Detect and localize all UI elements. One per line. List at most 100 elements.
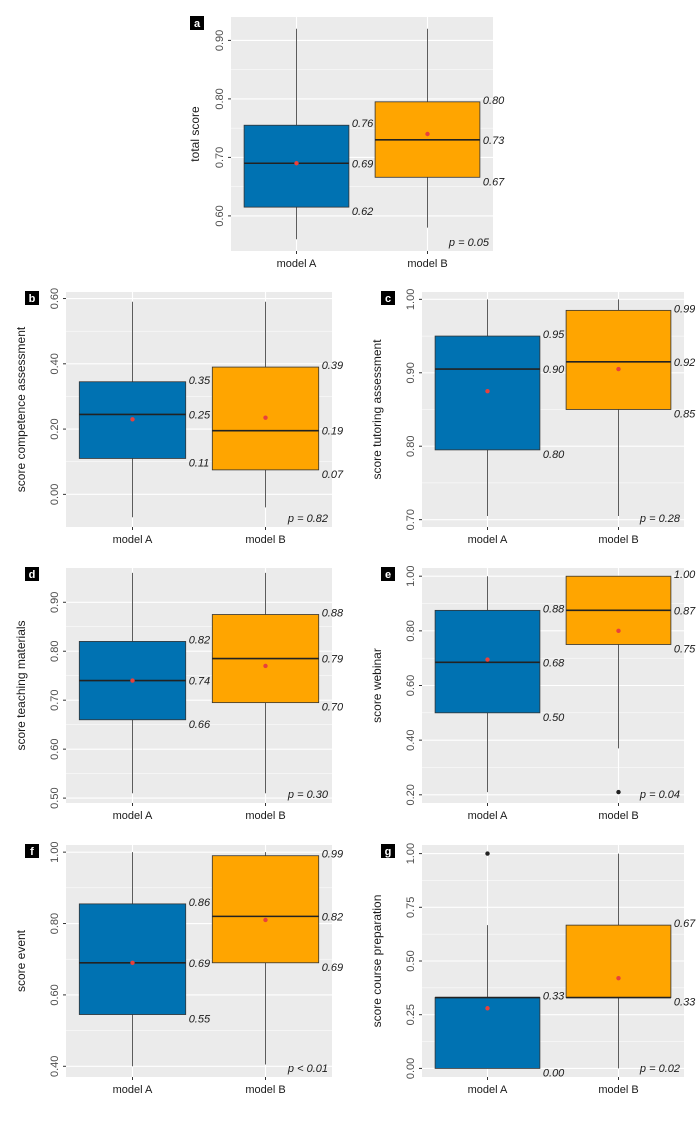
panel-label: c [385,293,391,305]
y-tick-label: 0.80 [405,436,417,457]
box-model-a: 0.33 0.00 [434,851,565,1079]
panel-label-badge [190,16,204,30]
q1-value-label: 0.80 [543,449,565,461]
q1-value-label: 0.62 [352,206,373,218]
y-tick-label: 0.90 [405,362,417,383]
q3-value-label: 0.86 [189,897,211,909]
iqr-box [565,924,672,998]
box-model-b: 1.00 0.87 0.75 [565,569,696,795]
mean-point [263,917,268,923]
mean-point [263,415,268,420]
panel-label: d [29,569,36,581]
p-value-annotation: p = 0.30 [287,789,329,801]
median-value-label: 0.68 [543,657,565,669]
q1-value-label: 0.85 [674,409,696,421]
y-axis-label: score tutoring assessment [370,339,384,480]
y-tick-label: 0.80 [405,620,417,641]
box-model-b: 0.99 0.92 0.85 [565,299,696,516]
q1-value-label: 0.69 [322,962,343,974]
panel-e: 0.20 0.40 0.60 0.80 1.00 score webinar 0.88 0.6… [370,565,696,822]
box-model-a: 0.82 0.74 0.66 [78,572,211,794]
panel-label: g [385,846,392,858]
p-value-annotation: p = 0.04 [639,789,680,801]
x-tick-label: model B [407,258,447,270]
q3-value-label: 0.95 [543,329,565,341]
panel-label: e [385,569,391,581]
y-tick-label: 0.25 [405,1004,417,1025]
x-tick-label: model B [598,810,638,822]
y-tick-label: 0.00 [49,484,61,505]
median-value-label: 0.90 [543,364,565,376]
panel-a: 0.60 0.70 0.80 0.90 total score 0.76 0.69 0.62 m… [188,16,505,270]
mean-point [485,657,490,662]
x-tick-label: model A [113,810,153,822]
median-value-label: 0.69 [189,958,210,970]
panel-label: f [30,846,34,858]
x-tick-label: model A [468,810,508,822]
y-tick-label: 0.90 [214,30,226,51]
x-tick-label: model B [245,810,285,822]
q3-value-label: 0.35 [189,375,211,387]
box-model-b: 0.99 0.82 0.69 [211,849,343,1065]
y-tick-label: 0.60 [214,205,226,226]
panel-label-badge [381,567,395,581]
q1-value-label: 0.33 [674,997,696,1009]
x-tick-label: model A [468,1084,508,1096]
x-tick-label: model A [113,1084,153,1096]
x-tick-label: model B [598,534,638,546]
q3-value-label: 0.99 [674,303,695,315]
q1-value-label: 0.07 [322,469,344,481]
mean-point [616,975,621,981]
y-tick-label: 0.70 [405,509,417,530]
panel-c: 0.70 0.80 0.90 1.00 score tutoring assessmen… [370,289,696,546]
median-value-label: 0.19 [322,426,343,438]
y-tick-label: 0.40 [405,729,417,750]
mean-point [263,663,268,669]
y-tick-label: 1.00 [405,565,417,586]
y-axis-label: score teaching materials [14,620,28,750]
y-tick-label: 0.50 [49,787,61,808]
y-axis-label: score event [14,929,28,992]
q3-value-label: 0.39 [322,360,343,372]
panel-f: 0.40 0.60 0.80 1.00 score event 0.86 0.69 0.55 m… [14,841,343,1096]
box-model-b: 0.88 0.79 0.70 [211,572,344,794]
x-tick-label: model A [468,534,508,546]
y-axis-label: score webinar [370,648,384,723]
panel-label-badge [381,291,395,305]
q3-value-label: 0.88 [543,603,565,615]
mean-point [425,131,430,137]
y-tick-label: 0.60 [49,984,61,1005]
iqr-box [243,124,350,208]
panel-label-badge [25,291,39,305]
median-value-label: 0.25 [189,409,211,421]
p-value-annotation: p = 0.28 [639,513,681,525]
y-tick-label: 0.50 [405,950,417,971]
iqr-box [565,309,672,410]
box-model-a: 0.76 0.69 0.62 [243,28,374,240]
box-model-a: 0.86 0.69 0.55 [78,852,211,1067]
q3-value-label: 0.76 [352,118,374,130]
q3-value-label: 0.88 [322,608,344,620]
box-model-a: 0.88 0.68 0.50 [434,576,565,793]
outlier-point [485,851,490,856]
p-value-annotation: p < 0.01 [287,1063,328,1075]
q1-value-label: 0.55 [189,1014,211,1026]
y-tick-label: 1.00 [405,289,417,310]
q3-value-label: 0.99 [322,849,343,861]
q1-value-label: 0.00 [543,1067,565,1079]
median-value-label: 0.73 [483,135,505,147]
box-model-a: 0.35 0.25 0.11 [78,301,211,518]
x-tick-label: model B [245,534,285,546]
q1-value-label: 0.50 [543,712,565,724]
y-tick-label: 0.70 [214,147,226,168]
panel-label-badge [25,567,39,581]
panel-label: a [194,18,201,30]
mean-point [485,388,490,394]
median-value-label: 0.87 [674,605,696,617]
panel-g: 0.00 0.25 0.50 0.75 1.00 score course prepara… [370,843,696,1096]
box-model-a: 0.95 0.90 0.80 [434,299,565,516]
mean-point [130,960,135,965]
q1-value-label: 0.75 [674,644,696,656]
median-value-label: 0.82 [322,911,343,923]
